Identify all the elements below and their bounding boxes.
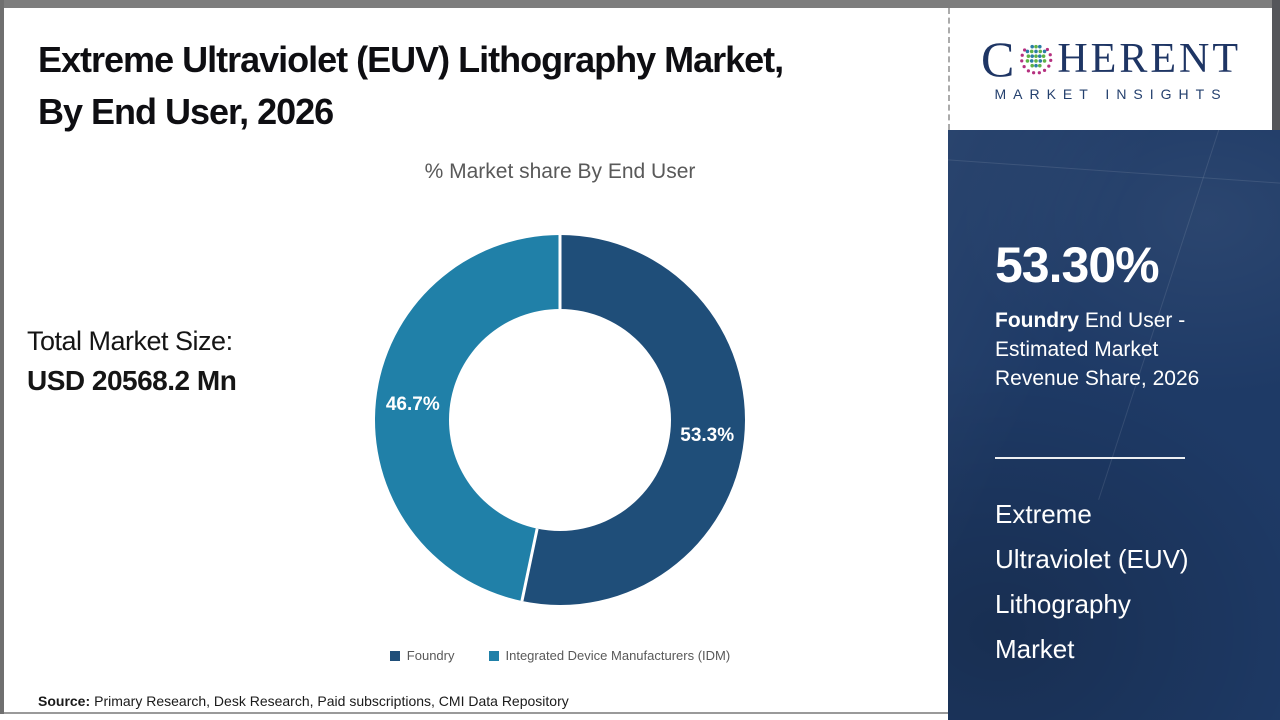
total-market-size-value: USD 20568.2 Mn: [27, 365, 237, 396]
page-title-line2: By End User, 2026: [38, 91, 334, 132]
page-title-line1: Extreme Ultraviolet (EUV) Lithography Ma…: [38, 39, 784, 80]
frame-right-border: [1272, 0, 1280, 130]
coherent-logo-wordmark: C: [980, 30, 1241, 87]
dotted-globe-icon: [1020, 44, 1053, 74]
sidebar-report-title: Extreme Ultraviolet (EUV) Lithography Ma…: [995, 499, 1189, 664]
total-market-size-label: Total Market Size:: [27, 326, 233, 356]
logo-letter-c: C: [980, 30, 1016, 87]
total-market-size-block: Total Market Size: USD 20568.2 Mn: [27, 326, 327, 397]
donut-chart-svg: 53.3% 46.7%: [375, 235, 746, 605]
map-texture-line: [948, 155, 1280, 190]
segment-separator: [520, 528, 539, 602]
donut-value-label: 53.3%: [680, 425, 734, 446]
sidebar-stat-description: Foundry End User - Estimated Market Reve…: [995, 306, 1225, 393]
sidebar-divider: [995, 457, 1185, 459]
chart-title: % Market share By End User: [424, 160, 696, 183]
donut-chart: 53.3% 46.7%: [375, 235, 746, 605]
logo-subtitle: MARKET INSIGHTS: [994, 85, 1228, 102]
logo-wordmark-rest: HERENT: [1057, 35, 1241, 82]
coherent-logo: C: [948, 8, 1272, 130]
page-title: Extreme Ultraviolet (EUV) Lithography Ma…: [38, 34, 918, 138]
chart-legend: Foundry Integrated Device Manufacturers …: [310, 648, 810, 663]
legend-swatch-idm: [488, 650, 499, 661]
donut-segment: [375, 235, 560, 602]
source-label: Source:: [38, 693, 91, 709]
legend-item-foundry: Foundry: [389, 648, 455, 663]
legend-swatch-foundry: [389, 650, 400, 661]
donut-segment: [521, 235, 746, 605]
source-line: Source: Primary Research, Desk Research, …: [38, 693, 569, 709]
source-text: Primary Research, Desk Research, Paid su…: [94, 693, 569, 709]
legend-label-idm: Integrated Device Manufacturers (IDM): [505, 648, 731, 663]
sidebar: 53.30% Foundry End User - Estimated Mark…: [948, 130, 1280, 720]
sidebar-stat-segment: Foundry: [995, 309, 1079, 332]
sidebar-stat-value: 53.30%: [995, 237, 1160, 293]
legend-item-idm: Integrated Device Manufacturers (IDM): [488, 648, 731, 663]
frame-left-border: [0, 0, 4, 714]
frame-top-border: [0, 0, 1280, 8]
frame-bottom-border: [4, 712, 948, 714]
legend-label-foundry: Foundry: [406, 648, 455, 663]
donut-value-label: 46.7%: [386, 394, 440, 415]
sidebar-stat-rest: End User - Estimated Market Revenue Shar…: [995, 309, 1200, 390]
